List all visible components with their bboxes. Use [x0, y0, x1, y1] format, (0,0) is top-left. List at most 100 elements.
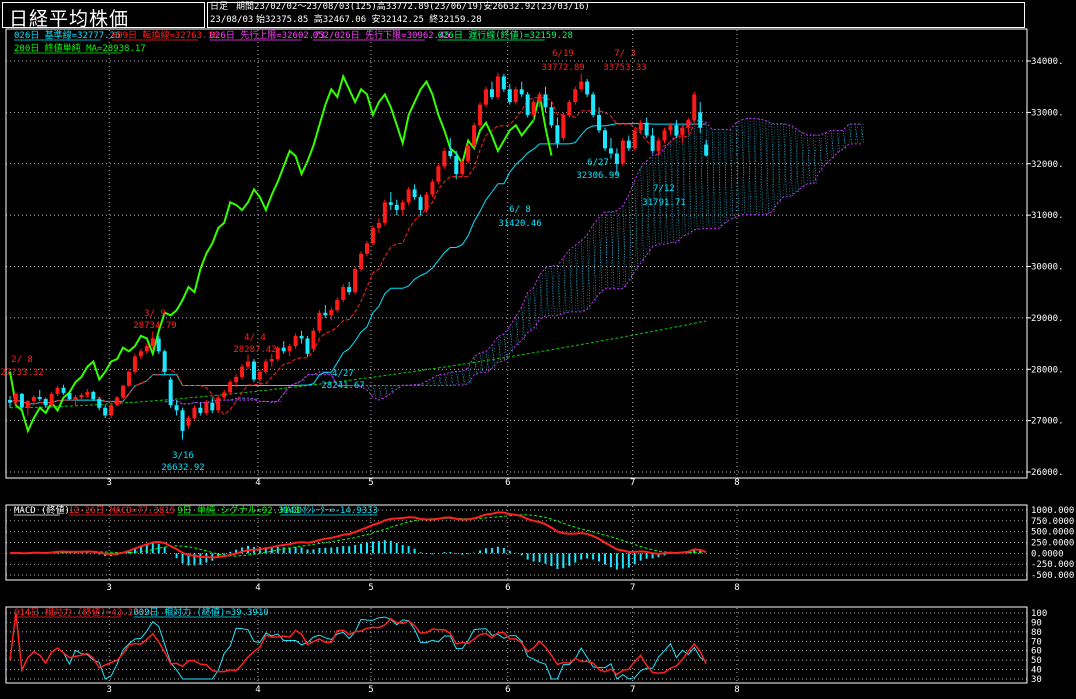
annotation-value: 28734.79 [133, 321, 176, 331]
candle-body [555, 125, 560, 144]
cloud-hatch [842, 130, 847, 150]
cloud-hatch [527, 292, 531, 333]
cloud-hatch [854, 123, 859, 144]
cloud-hatch [682, 126, 686, 237]
candle-body [299, 335, 304, 339]
month-tick-label: 7 [630, 583, 635, 593]
rsi-tick-label: 60 [1031, 647, 1042, 657]
candle-body [365, 243, 369, 254]
info-box [207, 2, 1025, 28]
candle-body [317, 312, 322, 331]
candle-body [359, 253, 364, 270]
candle-body [67, 392, 72, 400]
cloud-hatch [396, 385, 400, 390]
cloud-hatch [426, 381, 430, 386]
cloud-hatch [331, 373, 335, 375]
candle-body [61, 387, 66, 393]
candle-body [424, 194, 429, 210]
cloud-hatch [438, 374, 442, 386]
annotation-value: 31791.71 [642, 198, 685, 208]
cloud-hatch [836, 130, 841, 153]
cloud-hatch [551, 265, 555, 316]
cloud-hatch [688, 123, 692, 234]
candle-body [121, 385, 126, 398]
cloud-hatch [497, 336, 502, 363]
macd-tick-label: -500.000 [1031, 571, 1074, 581]
price-tick-label: 33000. [1031, 108, 1064, 118]
rsi-tick-label: 30 [1031, 675, 1042, 685]
cloud-hatch [807, 135, 811, 184]
cloud-hatch [717, 129, 722, 229]
legend-rsi: 009日 相対力 (終値)=39.3910 [133, 606, 268, 618]
cloud-hatch [699, 120, 704, 229]
cloud-hatch [646, 161, 650, 255]
cloud-hatch [420, 384, 424, 386]
candle-body [269, 358, 274, 362]
candle-body [263, 361, 268, 372]
cloud-hatch [640, 167, 644, 264]
candle-body [192, 407, 197, 419]
cloud-hatch [759, 119, 763, 215]
cloud-hatch [616, 210, 621, 289]
annotation-date: 6/ 8 [509, 205, 531, 215]
legend-main: 052/026日 先行下限=30962.45 [313, 29, 450, 41]
cloud-hatch [616, 210, 621, 289]
month-tick-label: 4 [255, 685, 260, 695]
candle-body [460, 161, 465, 175]
cloud-hatch [801, 132, 805, 188]
price-tick-label: 30000. [1031, 263, 1064, 273]
cloud-hatch [610, 212, 615, 289]
candle-body [442, 150, 447, 167]
month-tick-label: 7 [630, 685, 635, 695]
cloud-hatch [372, 385, 377, 397]
last-ohlc: 始32375.85 高32467.06 安32142.25 終32159.28 [256, 15, 482, 25]
candle-body [115, 397, 120, 406]
cloud-hatch [450, 372, 454, 386]
candle-body [674, 125, 679, 136]
candle-body [204, 402, 209, 413]
month-tick-label: 6 [505, 583, 510, 593]
cloud-hatch [860, 124, 865, 144]
tenkan-line [9, 97, 707, 416]
candle-body [412, 189, 417, 198]
cloud-hatch [592, 224, 597, 302]
cloud-hatch [479, 352, 484, 373]
candle-body [174, 405, 179, 411]
candle-body [85, 391, 90, 395]
annotation-value: 32306.99 [576, 171, 619, 181]
cloud-hatch [545, 267, 549, 316]
macd-tick-label: 1000.000 [1031, 506, 1074, 516]
cloud-hatch [741, 119, 746, 215]
month-tick-label: 5 [368, 583, 373, 593]
candle-body [43, 399, 48, 406]
candle-body [513, 89, 518, 103]
cloud-hatch [414, 384, 418, 386]
macd-tick-label: 750.0000 [1031, 517, 1074, 527]
cloud-hatch [795, 128, 799, 193]
cloud-hatch [783, 123, 787, 197]
price-tick-label: 29000. [1031, 314, 1064, 324]
annotation-date: 4/ 4 [244, 333, 266, 343]
cloud-hatch [384, 385, 389, 398]
cloud-hatch [670, 141, 674, 243]
annotation-value: 33753.33 [603, 63, 646, 73]
candle-body [370, 227, 375, 244]
rsi-tick-label: 90 [1031, 618, 1042, 628]
price-tick-label: 34000. [1031, 57, 1064, 67]
cloud-hatch [426, 381, 430, 386]
title-box: 日経平均株価 [2, 2, 205, 30]
cloud-hatch [670, 141, 674, 243]
candle-body [489, 89, 494, 97]
cloud-hatch [604, 212, 609, 289]
candle-body [19, 393, 24, 408]
cloud-hatch [824, 132, 829, 165]
candle-body [287, 346, 292, 352]
cloud-hatch [771, 123, 775, 213]
annotation-date: 3/ 9 [144, 309, 166, 319]
rsi-panel [5, 606, 1028, 684]
candle-body [127, 371, 131, 386]
annotation-date: 3/16 [172, 451, 194, 461]
cloud-hatch [521, 306, 525, 341]
candle-body [579, 81, 584, 90]
candle-body [549, 107, 554, 126]
